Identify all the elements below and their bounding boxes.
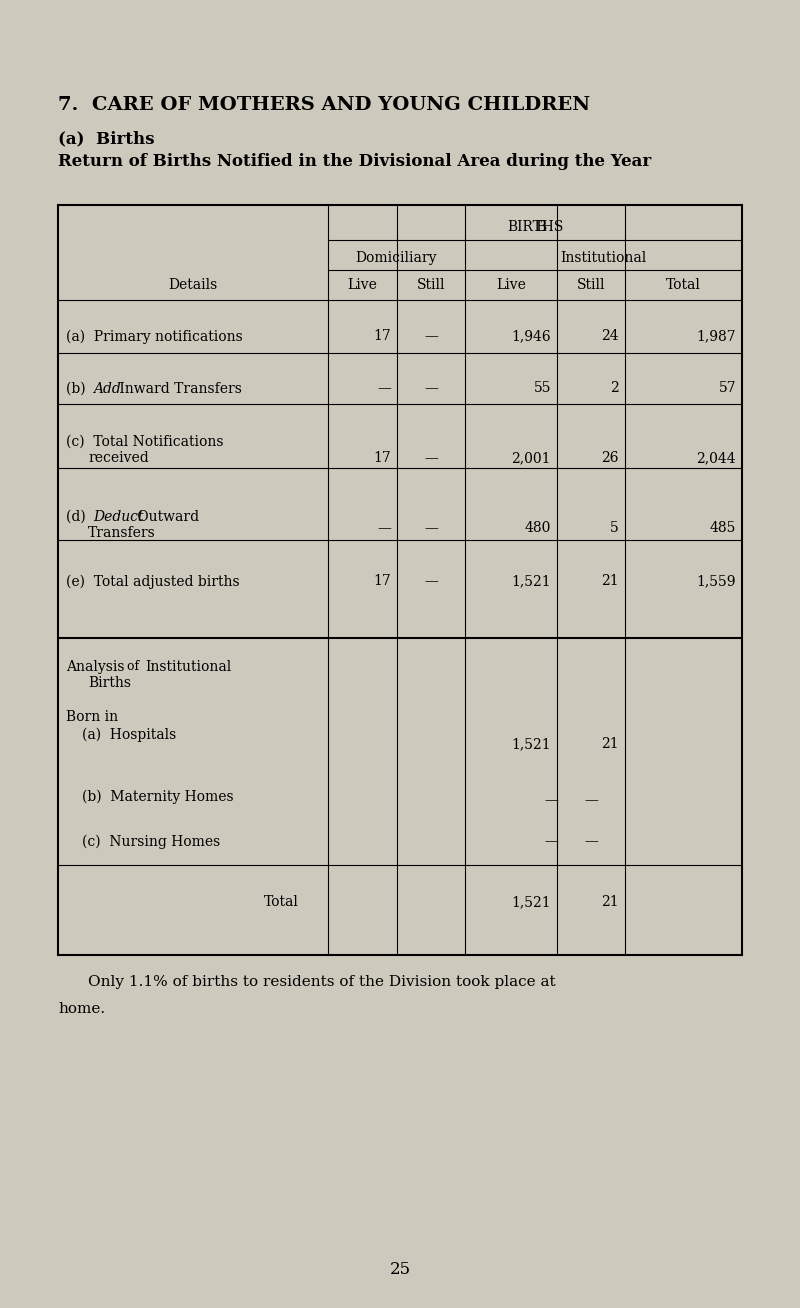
Text: received: received (88, 451, 149, 466)
Text: (b)  Maternity Homes: (b) Maternity Homes (82, 790, 234, 804)
Text: 485: 485 (710, 521, 736, 535)
Text: Deduct: Deduct (93, 510, 143, 525)
Text: Still: Still (417, 279, 446, 292)
Text: Institutional: Institutional (560, 251, 646, 266)
Text: (b): (b) (66, 382, 94, 396)
Text: BIRTHS: BIRTHS (507, 220, 563, 234)
Text: home.: home. (58, 1002, 105, 1016)
Text: (a)  Primary notifications: (a) Primary notifications (66, 330, 242, 344)
Text: Still: Still (577, 279, 606, 292)
Text: Births: Births (88, 676, 131, 691)
Text: 21: 21 (602, 574, 619, 589)
Text: —: — (584, 835, 598, 848)
Text: 24: 24 (602, 330, 619, 343)
Text: Add: Add (93, 382, 121, 396)
Text: 21: 21 (602, 736, 619, 751)
Text: 1,987: 1,987 (696, 330, 736, 343)
Text: 17: 17 (374, 451, 391, 466)
Text: 1,521: 1,521 (511, 736, 551, 751)
Text: 17: 17 (374, 574, 391, 589)
Text: Total: Total (666, 279, 701, 292)
Text: —: — (424, 574, 438, 589)
Text: Analysis: Analysis (66, 661, 125, 674)
Text: (a)  Hospitals: (a) Hospitals (82, 729, 176, 743)
Text: —: — (424, 521, 438, 535)
Text: —: — (424, 451, 438, 466)
Text: Live: Live (496, 279, 526, 292)
Text: Details: Details (168, 279, 218, 292)
Text: Only 1.1% of births to residents of the Division took place at: Only 1.1% of births to residents of the … (88, 974, 556, 989)
Bar (58, 205, 742, 955)
Text: —: — (584, 793, 598, 807)
Text: Live: Live (347, 279, 378, 292)
Text: (c)  Nursing Homes: (c) Nursing Homes (82, 835, 220, 849)
Text: 55: 55 (534, 381, 551, 395)
Text: 25: 25 (390, 1261, 410, 1278)
Text: 21: 21 (602, 895, 619, 909)
Text: (d): (d) (66, 510, 94, 525)
Text: 2: 2 (610, 381, 619, 395)
Text: 1,559: 1,559 (697, 574, 736, 589)
Text: —: — (544, 835, 558, 848)
Text: —: — (377, 381, 391, 395)
Text: (e)  Total adjusted births: (e) Total adjusted births (66, 576, 240, 590)
Text: 26: 26 (602, 451, 619, 466)
Text: 7.  CARE OF MOTHERS AND YOUNG CHILDREN: 7. CARE OF MOTHERS AND YOUNG CHILDREN (58, 95, 590, 114)
Text: Total: Total (264, 895, 299, 909)
Text: (c)  Total Notifications: (c) Total Notifications (66, 436, 223, 449)
Text: —: — (424, 330, 438, 343)
Text: Institutional: Institutional (145, 661, 231, 674)
Text: 1,521: 1,521 (511, 895, 551, 909)
Text: 57: 57 (718, 381, 736, 395)
Text: —: — (544, 793, 558, 807)
Text: —: — (377, 521, 391, 535)
Text: (a)  Births: (a) Births (58, 129, 154, 146)
Text: Domiciliary: Domiciliary (356, 251, 438, 266)
Text: 1,946: 1,946 (511, 330, 551, 343)
Text: Outward: Outward (133, 510, 199, 525)
Text: 1,521: 1,521 (511, 574, 551, 589)
Text: B: B (535, 220, 546, 234)
Text: Inward Transfers: Inward Transfers (115, 382, 242, 396)
Text: 480: 480 (525, 521, 551, 535)
Text: 5: 5 (610, 521, 619, 535)
Text: Return of Births Notified in the Divisional Area during the Year: Return of Births Notified in the Divisio… (58, 153, 651, 170)
Text: 2,044: 2,044 (696, 451, 736, 466)
Text: 17: 17 (374, 330, 391, 343)
Text: —: — (424, 381, 438, 395)
Text: 2,001: 2,001 (511, 451, 551, 466)
Text: of: of (123, 661, 143, 674)
Text: Transfers: Transfers (88, 526, 156, 540)
Text: Born in: Born in (66, 710, 118, 725)
